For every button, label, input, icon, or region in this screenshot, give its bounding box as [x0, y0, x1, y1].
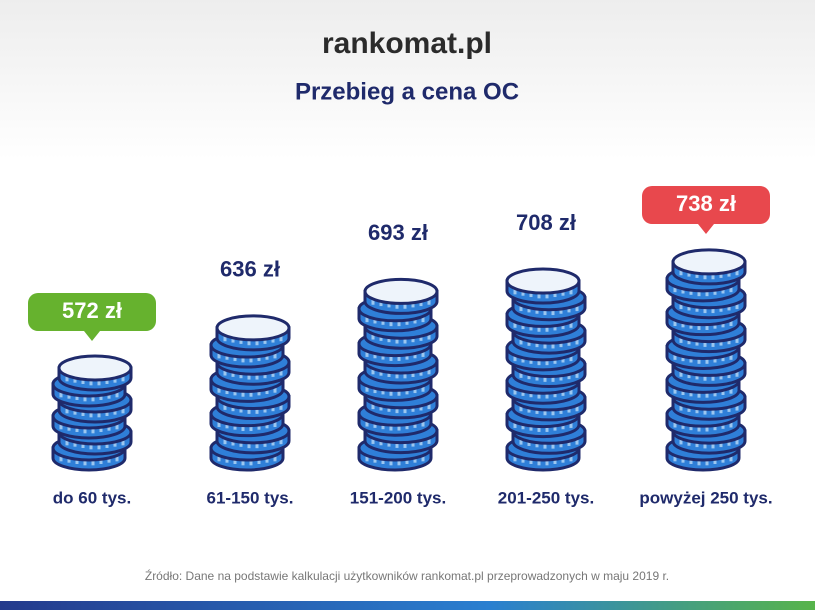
coin-stack — [665, 248, 747, 472]
category-label: 151-200 tys. — [350, 488, 446, 507]
chart-title: Przebieg a cena OC — [295, 78, 519, 105]
category-label: do 60 tys. — [53, 488, 131, 507]
value-label: 708 zł — [516, 210, 576, 235]
category-label: powyżej 250 tys. — [639, 488, 772, 507]
category-label: 61-150 tys. — [207, 488, 294, 507]
label-bubble — [642, 186, 770, 234]
header-band — [0, 0, 815, 160]
label-bubble — [28, 293, 156, 341]
value-label: 738 zł — [676, 191, 736, 216]
logo: rankomat.pl — [322, 27, 492, 60]
coin-face — [363, 277, 439, 305]
footer-stripe — [0, 601, 815, 610]
coin-face — [215, 314, 291, 342]
coin-face — [671, 248, 747, 276]
coin-stack — [209, 314, 291, 472]
source-note: Źródło: Dane na podstawie kalkulacji uży… — [145, 568, 669, 583]
coin-stack — [51, 354, 133, 472]
coin-stack — [357, 277, 439, 472]
category-label: 201-250 tys. — [498, 488, 594, 507]
coin-face — [57, 354, 133, 382]
coin-face — [505, 267, 581, 295]
value-label: 636 zł — [220, 257, 280, 282]
value-label: 572 zł — [62, 298, 122, 323]
value-label: 693 zł — [368, 220, 428, 245]
coin-stack — [505, 267, 587, 472]
